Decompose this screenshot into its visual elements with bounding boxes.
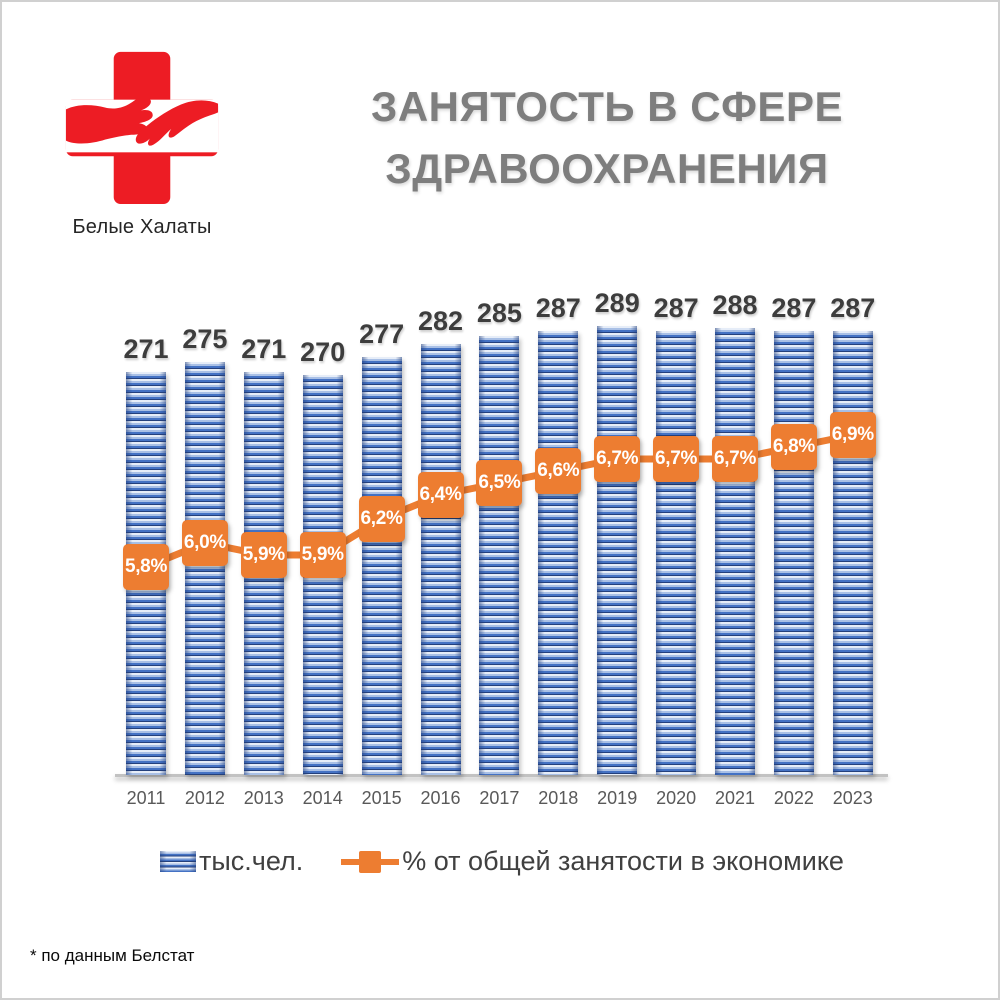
percent-marker-2013: 5,9%: [240, 532, 287, 578]
x-axis-label-2018: 2018: [538, 788, 579, 808]
legend: тыс.чел. % от общей занятости в экономик…: [2, 846, 1000, 877]
bar-value-label-2019: 289: [594, 287, 640, 318]
x-axis-label-2013: 2013: [243, 788, 284, 808]
legend-label-line-series: % от общей занятости в экономике: [402, 846, 844, 876]
bar-2023: [832, 330, 873, 775]
percent-marker-2020: 6,7%: [653, 436, 700, 482]
x-axis-label-2011: 2011: [126, 788, 166, 808]
page-title-line2: ЗДРАВООХРАНЕНИЯ: [385, 145, 829, 192]
percent-marker-2015: 6,2%: [358, 496, 405, 542]
bar-value-label-2022: 287: [771, 292, 817, 323]
percent-marker-2014: 5,9%: [299, 532, 346, 578]
bar-2016: [420, 343, 461, 775]
bar-2012: [184, 362, 225, 775]
bar-value-label-2012: 275: [182, 324, 228, 354]
bar-2020: [656, 330, 697, 775]
bar-value-label-2020: 287: [653, 292, 699, 323]
percent-marker-2019: 6,7%: [594, 436, 641, 482]
x-axis-label-2014: 2014: [302, 788, 343, 808]
bar-value-label-2023: 287: [830, 292, 876, 323]
bar-value-label-2014: 270: [300, 337, 346, 367]
line-series-swatch-icon: [341, 850, 400, 873]
x-axis-label-2021: 2021: [714, 788, 756, 808]
bar-value-label-2021: 288: [712, 290, 758, 321]
x-axis-label-2019: 2019: [597, 788, 638, 808]
bar-value-label-2018: 287: [535, 292, 581, 323]
bar-series-swatch-icon: [160, 851, 197, 872]
x-axis-label-2012: 2012: [184, 788, 225, 808]
bar-2018: [538, 330, 579, 775]
red-cross-hands-icon: [65, 51, 219, 205]
x-axis-label-2022: 2022: [773, 788, 814, 808]
x-axis-label-2016: 2016: [420, 788, 461, 808]
x-axis-label-2020: 2020: [656, 788, 697, 808]
percent-marker-2016: 6,4%: [417, 472, 464, 518]
percent-marker-2022: 6,8%: [770, 424, 817, 470]
percent-marker-2012: 6,0%: [181, 520, 228, 566]
legend-label-bar-series: тыс.чел.: [199, 846, 304, 876]
bar-value-label-2011: 271: [123, 334, 169, 365]
percent-marker-2023: 6,9%: [829, 412, 876, 458]
x-axis-label-2017: 2017: [479, 788, 520, 808]
percent-marker-2018: 6,6%: [535, 448, 582, 494]
bar-2015: [361, 356, 402, 775]
bar-value-label-2017: 285: [476, 298, 522, 328]
page-title: ЗАНЯТОСТЬ В СФЕРЕ ЗДРАВООХРАНЕНИЯ: [347, 76, 867, 200]
bar-2017: [479, 336, 520, 775]
bar-value-label-2013: 271: [241, 334, 287, 365]
page-title-line1: ЗАНЯТОСТЬ В СФЕРЕ: [371, 83, 843, 130]
x-axis-label-2023: 2023: [832, 788, 873, 808]
x-axis-label-2015: 2015: [361, 788, 402, 808]
legend-item-line-series: % от общей занятости в экономике: [341, 846, 844, 877]
percent-marker-2021: 6,7%: [712, 436, 758, 482]
bar-value-label-2016: 282: [417, 305, 464, 336]
bar-2019: [597, 325, 638, 775]
footnote: * по данным Белстат: [30, 946, 195, 965]
bar-2022: [773, 330, 814, 775]
percent-marker-2017: 6,5%: [476, 460, 523, 506]
percent-marker-2011: 5,8%: [123, 544, 169, 590]
logo-caption: Белые Халаты: [72, 216, 212, 238]
bar-2021: [715, 328, 755, 775]
legend-item-bar-series: тыс.чел.: [160, 846, 303, 877]
bar-value-label-2015: 277: [359, 318, 405, 349]
x-axis-line: [115, 774, 888, 777]
logo: Белые Халаты: [54, 46, 230, 239]
